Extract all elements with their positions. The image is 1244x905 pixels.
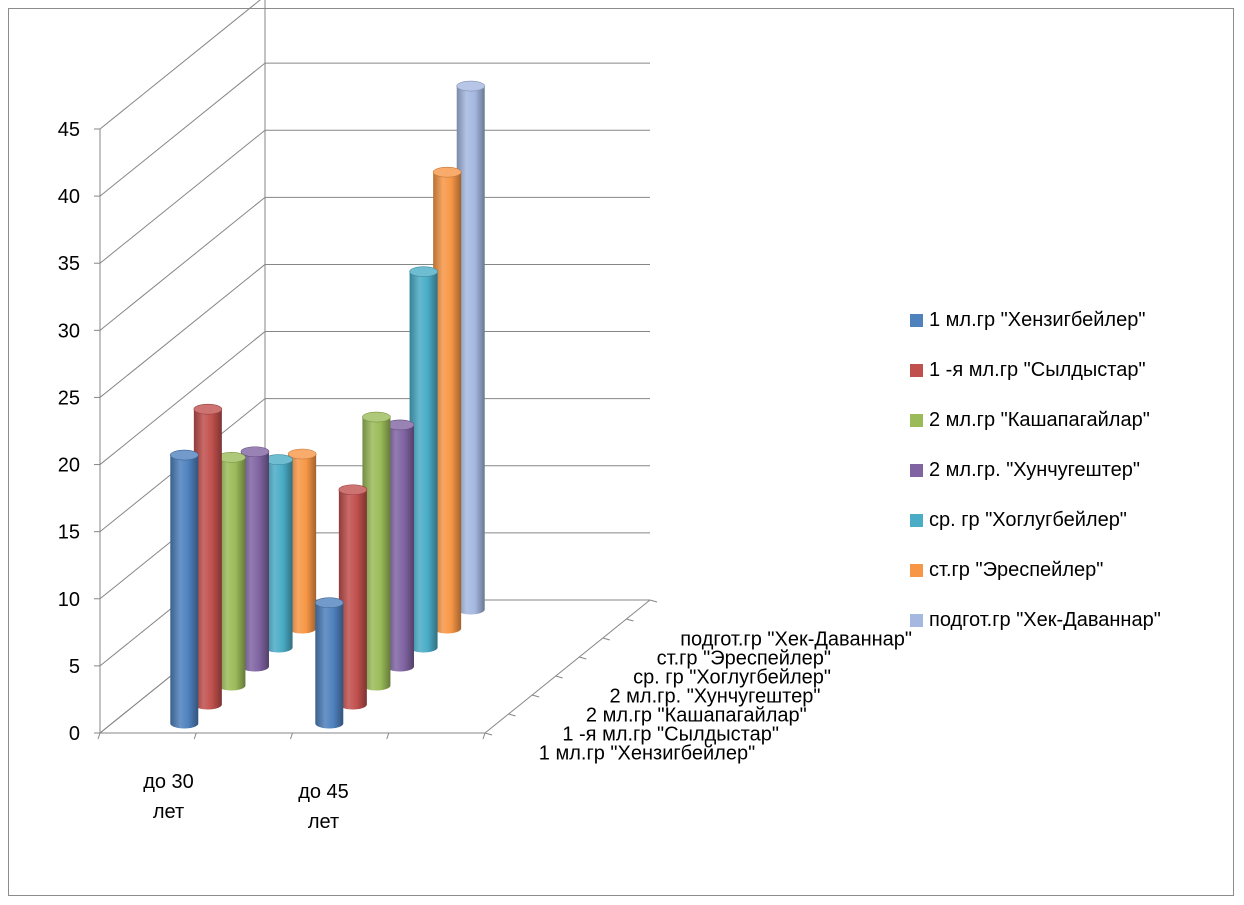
legend-label: ср. гр "Хоглугбейлер" bbox=[929, 508, 1127, 531]
bar-top bbox=[314, 597, 344, 609]
bar-top bbox=[240, 446, 270, 458]
legend-item: подгот.гр "Хек-Даваннар" bbox=[910, 595, 1230, 645]
y-axis-tick-label: 10 bbox=[58, 589, 80, 611]
y-axis-tick-label: 45 bbox=[58, 119, 80, 141]
chart-legend: 1 мл.гр "Хензигбейлер" 1 -я мл.гр "Сылдыс… bbox=[910, 295, 1230, 645]
legend-swatch bbox=[910, 313, 923, 327]
legend-item: ср. гр "Хоглугбейлер" bbox=[910, 495, 1230, 545]
bar bbox=[169, 449, 199, 729]
legend-label: 2 мл.гр. "Хунчугештер" bbox=[929, 458, 1140, 481]
bar-top bbox=[338, 484, 368, 496]
depth-axis-label: подгот.гр "Хек-Даваннар" bbox=[680, 629, 912, 651]
bar bbox=[338, 484, 368, 710]
side-wall-gridline bbox=[99, 196, 266, 331]
bar-top bbox=[287, 448, 317, 460]
depth-axis-label: 1 -я мл.гр "Сылдыстар" bbox=[562, 724, 779, 746]
legend-label: 2 мл.гр "Кашапагайлар" bbox=[929, 408, 1150, 431]
depth-axis-tick bbox=[532, 694, 540, 698]
bar-top bbox=[193, 403, 223, 415]
legend-swatch bbox=[910, 613, 923, 627]
depth-axis-tick bbox=[484, 732, 493, 736]
depth-axis-label: 1 мл.гр "Хензигбейлер" bbox=[539, 743, 755, 765]
x-axis-tick bbox=[482, 732, 486, 740]
bar bbox=[314, 597, 344, 729]
x-axis-category-label: до 30 bbox=[143, 771, 194, 793]
depth-axis-tick bbox=[602, 637, 610, 641]
legend-label: 1 мл.гр "Хензигбейлер" bbox=[929, 308, 1146, 331]
legend-item: 2 мл.гр. "Хунчугештер" bbox=[910, 445, 1230, 495]
bar-body bbox=[315, 602, 344, 729]
bar bbox=[362, 411, 391, 691]
y-axis-tick-label: 15 bbox=[58, 522, 80, 544]
y-axis-tick-label: 20 bbox=[58, 455, 80, 477]
depth-axis-label: ср. гр "Хоглугбейлер" bbox=[633, 667, 831, 689]
y-axis-tick-label: 35 bbox=[58, 253, 80, 275]
side-wall-gridline bbox=[99, 129, 266, 264]
legend-swatch bbox=[910, 413, 923, 427]
x-axis-tick bbox=[97, 732, 101, 740]
legend-label: ст.гр "Эреспейлер" bbox=[929, 558, 1104, 581]
legend-swatch bbox=[910, 363, 923, 377]
legend-swatch bbox=[910, 563, 923, 577]
bar-body bbox=[170, 455, 199, 729]
legend-item: 1 мл.гр "Хензигбейлер" bbox=[910, 295, 1230, 345]
bar-body bbox=[362, 417, 391, 691]
x-axis-category-label: до 45 bbox=[298, 781, 349, 803]
y-axis-tick-label: 0 bbox=[69, 723, 80, 745]
bar-body bbox=[288, 454, 317, 634]
bar-top bbox=[362, 411, 391, 423]
bar-body bbox=[456, 86, 485, 615]
bar-top bbox=[409, 266, 438, 277]
side-wall-gridline bbox=[99, 0, 261, 130]
y-axis-tick-label: 40 bbox=[58, 186, 80, 208]
legend-swatch bbox=[910, 513, 923, 527]
depth-axis-tick bbox=[626, 618, 634, 622]
side-wall-gridline bbox=[99, 62, 266, 197]
depth-axis-label: ст.гр "Эреспейлер" bbox=[657, 648, 831, 670]
bar-body bbox=[338, 489, 367, 710]
bar bbox=[456, 80, 486, 615]
side-wall-gridline bbox=[99, 331, 266, 465]
depth-axis-line bbox=[484, 599, 651, 734]
bar-top bbox=[169, 449, 199, 461]
depth-axis-label: 2 мл.гр "Кашапагайлар" bbox=[586, 705, 807, 727]
depth-axis-tick bbox=[579, 656, 587, 660]
legend-item: ст.гр "Эреспейлер" bbox=[910, 545, 1230, 595]
x-axis-category-label: лет bbox=[153, 801, 184, 823]
bar-body bbox=[241, 451, 269, 672]
bar-body bbox=[193, 409, 222, 710]
bar bbox=[287, 448, 317, 634]
x-axis-category-label: лет bbox=[308, 811, 339, 833]
legend-swatch bbox=[910, 463, 923, 477]
legend-item: 2 мл.гр "Кашапагайлар" bbox=[910, 395, 1230, 445]
bar bbox=[432, 166, 462, 634]
bar bbox=[240, 446, 270, 672]
bar bbox=[193, 403, 223, 710]
bar-body bbox=[264, 459, 293, 653]
bar bbox=[217, 452, 246, 691]
depth-axis-tick bbox=[649, 599, 658, 603]
x-axis-tick bbox=[386, 732, 390, 740]
legend-item: 1 -я мл.гр "Сылдыстар" bbox=[910, 345, 1230, 395]
legend-label: 1 -я мл.гр "Сылдыстар" bbox=[929, 358, 1146, 381]
side-wall-gridline bbox=[99, 264, 266, 398]
bar-body bbox=[433, 172, 462, 634]
bar-top bbox=[456, 80, 486, 92]
x-axis-tick bbox=[290, 732, 293, 740]
y-axis-tick-label: 5 bbox=[69, 656, 80, 678]
depth-axis-tick bbox=[508, 713, 516, 717]
bar-body bbox=[409, 271, 438, 653]
depth-axis-label: 2 мл.гр. "Хунчугештер" bbox=[610, 686, 821, 708]
bar-body bbox=[217, 457, 246, 691]
bar-body bbox=[386, 424, 414, 672]
legend-label: подгот.гр "Хек-Даваннар" bbox=[929, 608, 1161, 631]
y-axis-tick-label: 30 bbox=[58, 320, 80, 342]
y-axis-tick-label: 25 bbox=[58, 387, 80, 409]
bar bbox=[385, 419, 415, 672]
bar-top bbox=[432, 166, 462, 178]
x-axis-tick bbox=[193, 732, 197, 740]
bar bbox=[409, 266, 438, 653]
depth-axis-tick bbox=[555, 675, 563, 679]
